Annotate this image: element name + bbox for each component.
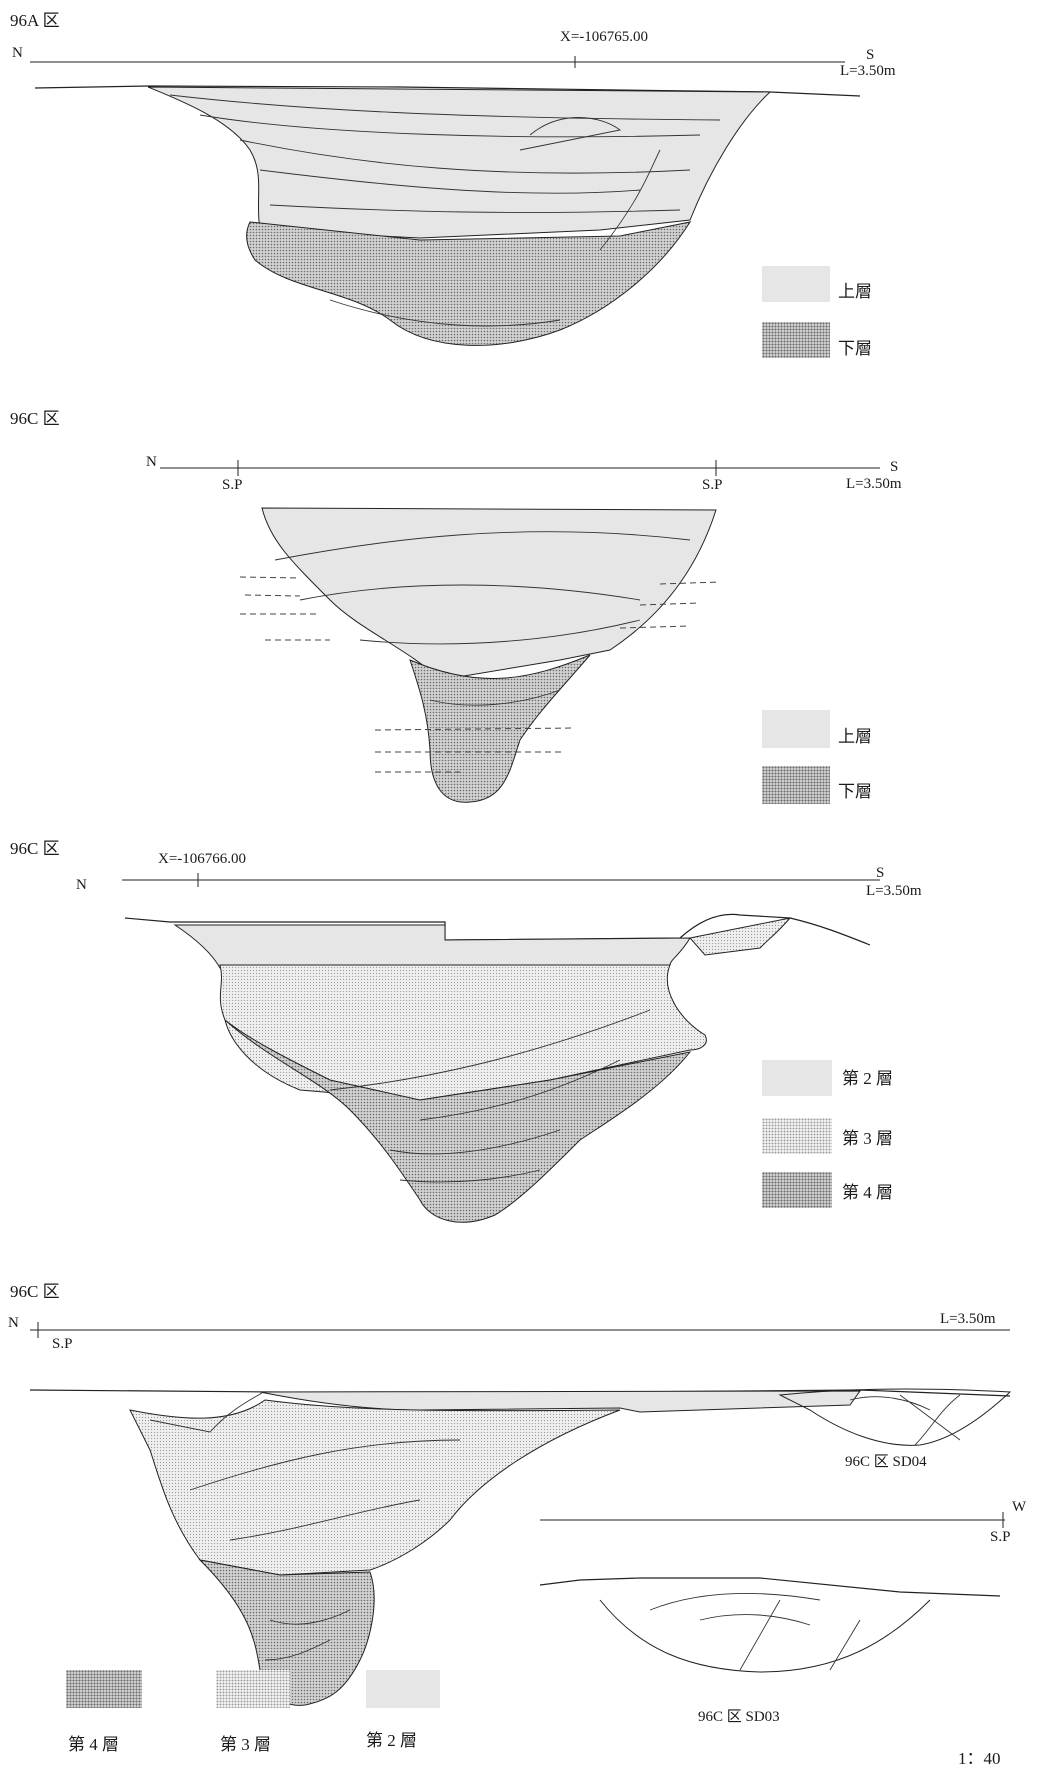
section-4-north: N: [8, 1315, 19, 1331]
legend-label-lower: 下層: [838, 339, 872, 358]
legend-swatch-layer-4: [762, 1172, 832, 1208]
section-4-drawing: [29, 1322, 1012, 1706]
legend-label-upper: 上層: [838, 727, 872, 746]
section-1-drawing: [30, 56, 861, 346]
section-2-north: N: [146, 454, 157, 470]
legend-label-layer-4: 第 4 層: [68, 1735, 119, 1754]
layer-3: [129, 1399, 621, 1576]
legend-label-layer-2: 第 2 層: [366, 1731, 417, 1750]
section-1-title: 96A 区: [10, 11, 60, 30]
layer-2: [259, 1390, 861, 1413]
section-2-sp-left: S.P: [222, 477, 243, 493]
sd03-sp: S.P: [990, 1529, 1011, 1545]
legend-swatch-layer-3: [762, 1118, 832, 1154]
section-4-sp: S.P: [52, 1336, 73, 1352]
legend-label-layer-3: 第 3 層: [842, 1129, 893, 1148]
section-3-title: 96C 区: [10, 839, 60, 858]
scale-label: 1：40: [958, 1749, 1001, 1768]
legend-label-layer-2: 第 2 層: [842, 1069, 893, 1088]
legend-swatch-layer-2: [762, 1060, 832, 1096]
sd03-label: 96C 区 SD03: [698, 1709, 780, 1725]
section-2-drawing: [160, 460, 880, 803]
section-3-coordinate: X=-106766.00: [158, 851, 247, 867]
layer-2-right: [689, 917, 792, 956]
legend-swatch-layer-2: [366, 1670, 440, 1708]
section-3-drawing: [122, 873, 880, 1223]
legend-label-layer-3: 第 3 層: [220, 1735, 271, 1754]
layer-2: [173, 924, 691, 969]
legend-swatch-layer-3: [216, 1670, 290, 1708]
section-1-north: N: [12, 45, 23, 61]
legend-label-upper: 上層: [838, 282, 872, 301]
legend-swatch-layer-4: [66, 1670, 142, 1708]
ground-surface: [34, 85, 861, 97]
upper-layer: [147, 86, 772, 239]
sd04-label: 96C 区 SD04: [845, 1454, 927, 1470]
legend-swatch-lower: [762, 766, 830, 804]
section-2-title: 96C 区: [10, 409, 60, 428]
layer-4: [198, 1559, 375, 1706]
section-3-north: N: [76, 877, 87, 893]
sd03-west: W: [1012, 1499, 1027, 1515]
section-3-level: L=3.50m: [866, 883, 922, 899]
layer-4: [224, 1019, 692, 1223]
legend-label-layer-4: 第 4 層: [842, 1183, 893, 1202]
sd03-profile: [539, 1577, 1001, 1597]
section-2-south: S: [890, 459, 899, 475]
upper-layer: [261, 507, 717, 681]
section-1-coordinate: X=-106765.00: [560, 29, 649, 45]
section-3-south: S: [876, 865, 885, 881]
section-1-south: S: [866, 47, 875, 63]
section-2-level: L=3.50m: [846, 476, 902, 492]
lower-layer: [246, 221, 692, 346]
section-1-level: L=3.50m: [840, 63, 896, 79]
section-4-level: L=3.50m: [940, 1311, 996, 1327]
sd04-profile: [778, 1388, 1012, 1446]
section-4-title: 96C 区: [10, 1282, 60, 1301]
legend-swatch-lower: [762, 322, 830, 358]
legend-swatch-upper: [762, 710, 830, 748]
section-2-sp-right: S.P: [702, 477, 723, 493]
legend-swatch-upper: [762, 266, 830, 302]
legend-label-lower: 下層: [838, 782, 872, 801]
